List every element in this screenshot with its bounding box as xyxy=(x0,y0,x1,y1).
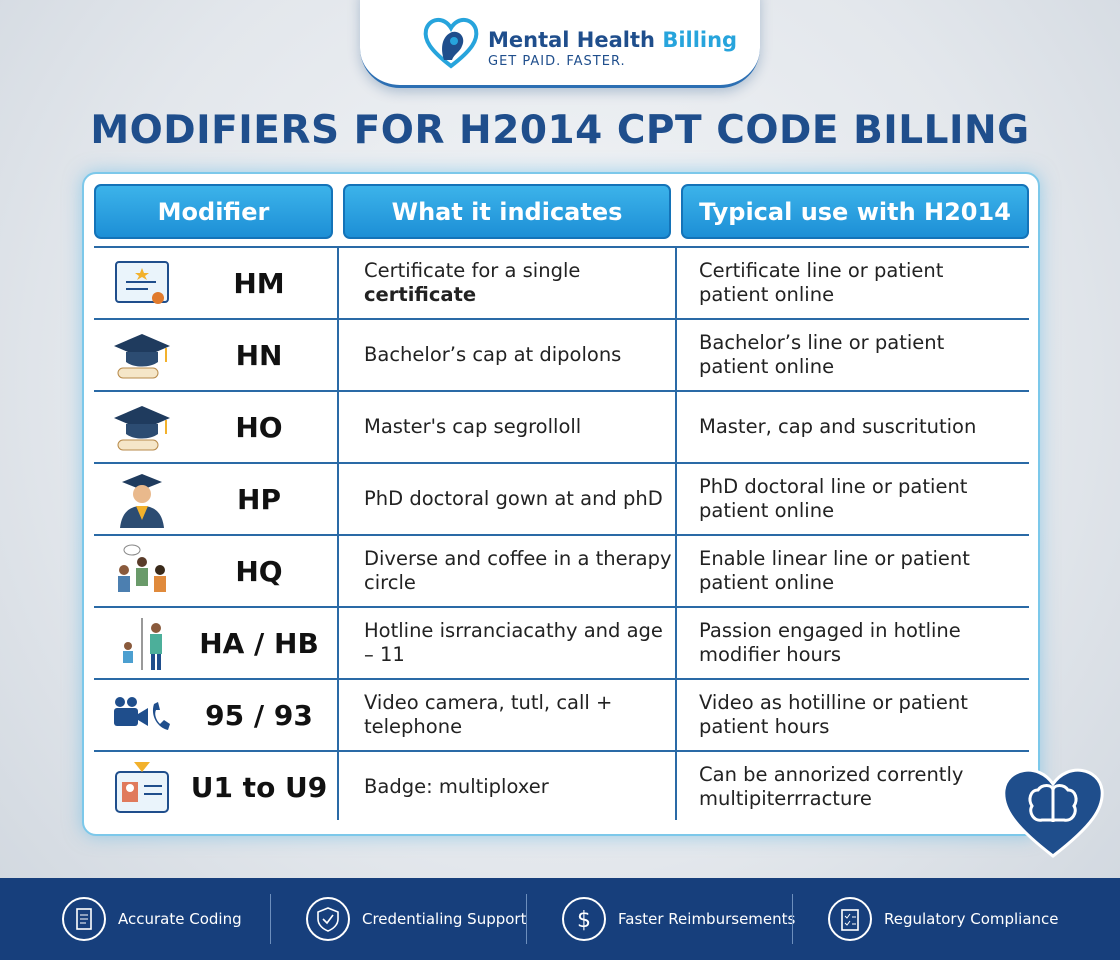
row-icon xyxy=(115,261,169,304)
brand-accent: Billing xyxy=(662,28,738,52)
use-cell: Master, cap and suscritution xyxy=(699,392,999,462)
use-cell: Passion engaged in hotline modifier hour… xyxy=(699,608,999,678)
column-divider xyxy=(675,246,677,820)
indicates-text: Badge: multiploxer xyxy=(364,775,549,798)
table: Modifier What it indicates Typical use w… xyxy=(82,172,1040,836)
footer-label: Faster Reimbursements xyxy=(618,910,796,928)
table-row: HA / HB Hotline isrranciacathy and age – … xyxy=(94,606,1029,678)
indicates-cell: Badge: multiploxer xyxy=(364,752,674,822)
footer-separator xyxy=(270,894,271,944)
indicates-text: Diverse and coffee in a therapy circle xyxy=(364,547,672,594)
brand-badge: Mental Health Billing GET PAID. FASTER. xyxy=(360,0,760,88)
brand: Mental Health Billing xyxy=(488,28,737,52)
footer-glyph xyxy=(841,909,859,931)
header-cell: Typical use with H2014 xyxy=(681,184,1029,239)
row-icon xyxy=(114,406,170,451)
modifier-code: HQ xyxy=(235,554,283,588)
footer-label: Regulatory Compliance xyxy=(884,910,1059,928)
table-row: HO Master's cap segrolloll Master, cap and… xyxy=(94,390,1029,462)
indicates-text: Master's cap segrolloll xyxy=(364,415,582,438)
row-icon xyxy=(118,544,166,592)
table-row: 95 / 93 Video camera, tutl, call + teleph… xyxy=(94,678,1029,750)
indicates-cell: Certificate for a single certificate xyxy=(364,248,674,318)
footer-glyph xyxy=(317,907,339,932)
row-icon xyxy=(114,334,170,379)
table-row: HQ Diverse and coffee in a therapy circle… xyxy=(94,534,1029,606)
modifier-code: HP xyxy=(237,482,281,516)
indicates-text: Bachelor’s cap at dipolons xyxy=(364,343,622,366)
modifier-code: 95 / 93 xyxy=(205,698,313,732)
indicates-cell: Hotline isrranciacathy and age – 11 xyxy=(364,608,674,678)
header-cell: Modifier xyxy=(94,184,333,239)
use-text: Enable linear line or patient patient on… xyxy=(699,547,970,594)
row-icon xyxy=(120,474,164,528)
footer-item: Regulatory Compliance xyxy=(828,878,1059,960)
row-icon xyxy=(123,618,162,670)
brain-heart-icon xyxy=(1002,768,1104,858)
use-cell: Bachelor’s line or patient patient onlin… xyxy=(699,320,999,390)
row-icon xyxy=(114,697,170,730)
modifier-code: U1 to U9 xyxy=(190,770,328,804)
indicates-text: Certificate for a single xyxy=(364,259,581,282)
modifier-code: HM xyxy=(233,266,285,300)
footer-icon xyxy=(828,897,872,941)
footer-item: $ Faster Reimbursements xyxy=(562,878,795,960)
use-text: Certificate line or patient patient onli… xyxy=(699,259,944,306)
use-cell: Enable linear line or patient patient on… xyxy=(699,536,999,606)
footer-separator xyxy=(792,894,793,944)
indicates-cell: Bachelor’s cap at dipolons xyxy=(364,320,674,390)
indicates-text: Video camera, tutl, call + telephone xyxy=(364,691,613,738)
footer-label: Credentialing Support xyxy=(362,910,527,928)
table-row: U1 to U9 Badge: multiploxer Can be annoriz… xyxy=(94,750,1029,822)
table-row: HM Certificate for a single certificate Cer… xyxy=(94,246,1029,318)
table-row: HP PhD doctoral gown at and phD PhD doctor… xyxy=(94,462,1029,534)
footer-item: Credentialing Support xyxy=(306,878,526,960)
indicates-bold: certificate xyxy=(364,283,477,306)
footer-separator xyxy=(526,894,527,944)
column-divider xyxy=(337,246,339,820)
indicates-text: Hotline isrranciacathy and age – 11 xyxy=(364,619,663,666)
use-cell: Can be annorized corrently multipiterrra… xyxy=(699,752,999,822)
use-cell: Video as hotilline or patient patient ho… xyxy=(699,680,999,750)
footer-icon xyxy=(306,897,350,941)
use-text: PhD doctoral line or patient patient onl… xyxy=(699,475,968,522)
indicates-cell: Video camera, tutl, call + telephone xyxy=(364,680,674,750)
use-text: Master, cap and suscritution xyxy=(699,415,977,438)
use-text: Video as hotilline or patient patient ho… xyxy=(699,691,968,738)
indicates-cell: Diverse and coffee in a therapy circle xyxy=(364,536,674,606)
tagline: GET PAID. FASTER. xyxy=(488,54,626,69)
footer-glyph: $ xyxy=(577,908,591,933)
header-cell: What it indicates xyxy=(343,184,671,239)
footer-label: Accurate Coding xyxy=(118,910,242,928)
footer: Accurate Coding Credentialing Support $ Fas… xyxy=(0,878,1120,960)
footer-icon xyxy=(62,897,106,941)
footer-glyph xyxy=(76,908,92,930)
use-cell: Certificate line or patient patient onli… xyxy=(699,248,999,318)
use-cell: PhD doctoral line or patient patient onl… xyxy=(699,464,999,534)
indicates-cell: Master's cap segrolloll xyxy=(364,392,674,462)
svg-text:$: $ xyxy=(577,908,591,933)
page-title: MODIFIERS FOR H2014 CPT CODE BILLING xyxy=(90,108,1030,153)
modifier-code: HO xyxy=(235,410,283,444)
use-text: Passion engaged in hotline modifier hour… xyxy=(699,619,961,666)
logo xyxy=(423,18,479,69)
indicates-cell: PhD doctoral gown at and phD xyxy=(364,464,674,534)
brand-main: Mental Health xyxy=(488,28,655,52)
modifier-code: HN xyxy=(235,338,283,372)
table-row: HN Bachelor’s cap at dipolons Bachelor’s l… xyxy=(94,318,1029,390)
footer-icon: $ xyxy=(562,897,606,941)
indicates-text: PhD doctoral gown at and phD xyxy=(364,487,663,510)
row-icon xyxy=(115,762,169,813)
footer-item: Accurate Coding xyxy=(62,878,242,960)
modifier-code: HA / HB xyxy=(199,626,319,660)
use-text: Can be annorized corrently multipiterrra… xyxy=(699,763,964,810)
use-text: Bachelor’s line or patient patient onlin… xyxy=(699,331,945,378)
